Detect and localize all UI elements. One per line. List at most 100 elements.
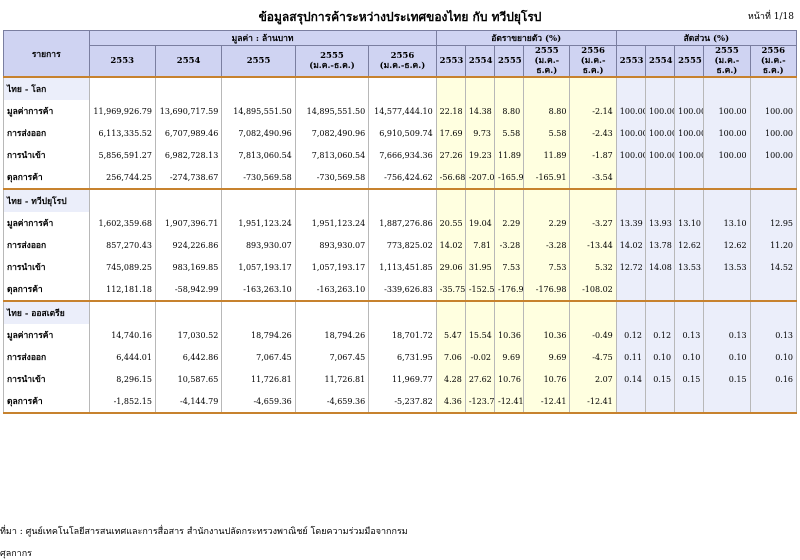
growth-cell: -3.54: [569, 166, 617, 189]
empty-cell: [294, 76, 370, 100]
value-cell: 7,067.45: [221, 346, 296, 368]
value-cell: 17,030.52: [154, 324, 223, 346]
growth-cell: -123.78: [464, 390, 496, 414]
section-header-row: ไทย - โลก: [3, 76, 798, 100]
share-cell: 12.62: [703, 234, 751, 256]
row-label: การนำเข้า: [3, 256, 90, 278]
empty-cell: [703, 76, 751, 100]
share-cell: 100.00: [674, 122, 705, 144]
share-cell: [644, 166, 676, 189]
row-label: ดุลการค้า: [3, 166, 90, 189]
empty-cell: [368, 76, 437, 100]
share-cell: [703, 278, 751, 301]
share-cell: 13.39: [615, 212, 646, 234]
header-year: 2555: [494, 45, 525, 78]
share-cell: 0.16: [749, 368, 798, 390]
growth-cell: 7.81: [464, 234, 496, 256]
empty-cell: [221, 188, 296, 212]
header-year: 2555 (ม.ค.-ธ.ค.): [703, 45, 751, 78]
share-cell: [749, 390, 798, 414]
value-cell: -4,144.79: [154, 390, 223, 414]
growth-cell: -1.87: [569, 144, 617, 166]
growth-cell: -3.27: [569, 212, 617, 234]
value-cell: -339,626.83: [368, 278, 437, 301]
share-cell: [674, 390, 705, 414]
share-cell: 12.95: [749, 212, 798, 234]
row-label: การส่งออก: [3, 346, 90, 368]
empty-cell: [674, 300, 705, 324]
share-cell: 100.00: [703, 122, 751, 144]
growth-cell: 14.38: [464, 100, 496, 122]
share-cell: 13.78: [644, 234, 676, 256]
value-cell: 14,740.16: [88, 324, 156, 346]
share-cell: [644, 390, 676, 414]
value-cell: 1,602,359.68: [88, 212, 156, 234]
share-cell: [749, 166, 798, 189]
page-number: หน้าที่ 1/18: [747, 12, 794, 22]
growth-cell: 5.58: [523, 122, 571, 144]
growth-cell: -207.01: [464, 166, 496, 189]
value-cell: 1,907,396.71: [154, 212, 223, 234]
share-cell: 100.00: [644, 144, 676, 166]
value-cell: 6,113,335.52: [88, 122, 156, 144]
empty-cell: [88, 76, 156, 100]
source-note-continued: ศุลกากร: [0, 549, 33, 559]
section-header-row: ไทย - ออสเตรีย: [3, 300, 798, 324]
growth-cell: -56.68: [435, 166, 466, 189]
growth-cell: 2.29: [494, 212, 525, 234]
growth-cell: 15.54: [464, 324, 496, 346]
share-cell: [615, 166, 646, 189]
share-cell: 0.13: [703, 324, 751, 346]
header-year: 2556 (ม.ค.-ธ.ค.): [569, 45, 617, 78]
growth-cell: 9.69: [523, 346, 571, 368]
share-cell: 0.14: [615, 368, 646, 390]
empty-cell: [154, 300, 223, 324]
growth-cell: -3.28: [523, 234, 571, 256]
header-year: 2553: [615, 45, 646, 78]
share-cell: [749, 278, 798, 301]
growth-cell: 10.36: [523, 324, 571, 346]
value-cell: 6,731.95: [368, 346, 437, 368]
empty-cell: [523, 76, 571, 100]
value-cell: 6,982,728.13: [154, 144, 223, 166]
empty-cell: [644, 300, 676, 324]
growth-cell: 5.47: [435, 324, 466, 346]
table-row: ดุลการค้า -1,852.15 -4,144.79 -4,659.36 -4,6…: [3, 390, 798, 414]
row-label: มูลค่าการค้า: [3, 212, 90, 234]
row-label: การส่งออก: [3, 234, 90, 256]
growth-cell: -12.41: [569, 390, 617, 414]
value-cell: 256,744.25: [88, 166, 156, 189]
growth-cell: 7.06: [435, 346, 466, 368]
empty-cell: [494, 76, 525, 100]
empty-cell: [569, 76, 617, 100]
share-cell: 0.13: [749, 324, 798, 346]
row-label: มูลค่าการค้า: [3, 100, 90, 122]
growth-cell: 2.07: [569, 368, 617, 390]
growth-cell: 29.06: [435, 256, 466, 278]
table-row: การส่งออก 6,444.01 6,442.86 7,067.45 7,067.4…: [3, 346, 798, 368]
value-cell: 8,296.15: [88, 368, 156, 390]
empty-cell: [294, 188, 370, 212]
empty-cell: [615, 188, 646, 212]
header-year: 2555: [221, 45, 296, 78]
header-growth-group: อัตราขยายตัว (%): [435, 30, 617, 46]
growth-cell: 17.69: [435, 122, 466, 144]
growth-cell: 27.62: [464, 368, 496, 390]
value-cell: 11,969,926.79: [88, 100, 156, 122]
growth-cell: -2.14: [569, 100, 617, 122]
share-cell: 100.00: [615, 100, 646, 122]
growth-cell: 22.18: [435, 100, 466, 122]
header-year: 2555: [674, 45, 705, 78]
header-year: 2553: [435, 45, 466, 78]
header-share-group: สัดส่วน (%): [615, 30, 798, 46]
share-cell: 100.00: [674, 144, 705, 166]
share-cell: [703, 166, 751, 189]
empty-cell: [674, 188, 705, 212]
share-cell: [644, 278, 676, 301]
value-cell: 11,726.81: [294, 368, 370, 390]
value-cell: -5,237.82: [368, 390, 437, 414]
growth-cell: 9.73: [464, 122, 496, 144]
page-title: ข้อมูลสรุปการค้าระหว่างประเทศของไทย กับ …: [258, 10, 542, 24]
growth-cell: 8.80: [523, 100, 571, 122]
value-cell: 6,442.86: [154, 346, 223, 368]
